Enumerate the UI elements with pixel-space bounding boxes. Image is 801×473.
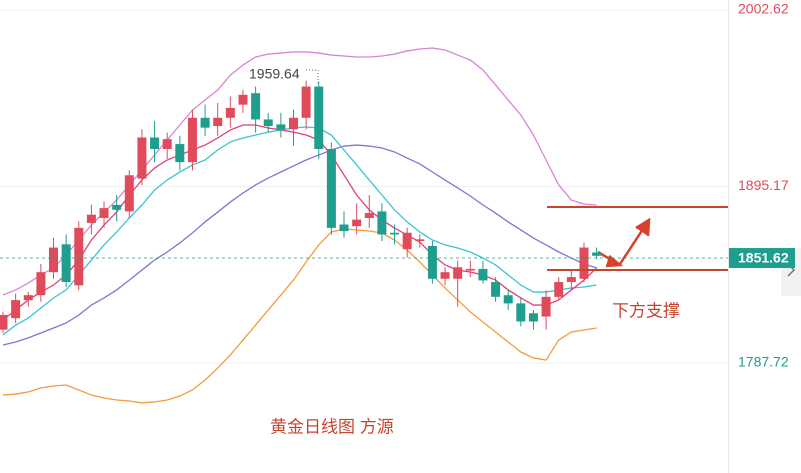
candle-body (528, 313, 538, 322)
candle-body (491, 282, 501, 297)
high-label: 1959.64 (249, 66, 300, 82)
annotation: 下方支撑 (612, 301, 680, 320)
candle-body (579, 247, 589, 279)
candle-body (554, 282, 564, 297)
high-pointer (306, 69, 319, 84)
y-tick-label: 2002.62 (738, 1, 789, 17)
candle-body (23, 295, 33, 301)
candle-body (99, 208, 109, 218)
candle-body (301, 86, 311, 118)
candle-body (541, 296, 551, 317)
indicator-line (2, 126, 597, 336)
candle-body (200, 117, 210, 128)
candle-body (61, 244, 71, 283)
candle-body (251, 93, 261, 120)
candle-body (377, 211, 387, 235)
candle-body (465, 268, 475, 271)
y-tick-label: 1895.17 (738, 177, 789, 193)
candle-body (516, 303, 526, 322)
y-tick-label: 1787.72 (738, 354, 789, 370)
candle-body (187, 117, 197, 163)
candle-body (0, 314, 8, 330)
indicator-line (2, 124, 598, 321)
candle-body (11, 300, 21, 319)
candle-body (314, 86, 324, 149)
candle-body (213, 117, 223, 127)
candle-body (478, 268, 488, 281)
candle-body (288, 117, 298, 130)
candle-body (74, 227, 84, 286)
candle-body (225, 107, 235, 118)
candle-body (440, 272, 450, 279)
candle-body (453, 267, 463, 279)
candle-body (503, 295, 513, 304)
candle-body (150, 137, 160, 149)
candle-body (592, 252, 602, 256)
candle-body (263, 119, 273, 127)
candle-body (402, 232, 412, 250)
chart-title: 黄金日线图 方源 (270, 417, 394, 436)
last-price-label: 1851.62 (738, 250, 789, 266)
candle-body (427, 245, 437, 279)
candle-body (276, 124, 286, 130)
candle-body (162, 139, 172, 149)
candle-body (137, 137, 147, 179)
candle-body (339, 224, 349, 232)
candle-body (566, 277, 576, 283)
candle-body (36, 272, 46, 296)
candle-body (352, 219, 362, 227)
candle-body (124, 175, 134, 212)
candle-body (326, 148, 336, 228)
trend-arrow (597, 217, 651, 268)
indicator-line (2, 228, 597, 404)
candle-body (415, 239, 425, 241)
indicator-line (2, 144, 597, 346)
candle-body (390, 232, 400, 235)
candle-body (238, 94, 248, 105)
candle-body (112, 204, 122, 210)
candle-body (175, 144, 185, 163)
candle-body (86, 214, 96, 223)
candle-body (49, 247, 59, 273)
last-price-box (729, 248, 795, 269)
candle-body (364, 213, 374, 218)
